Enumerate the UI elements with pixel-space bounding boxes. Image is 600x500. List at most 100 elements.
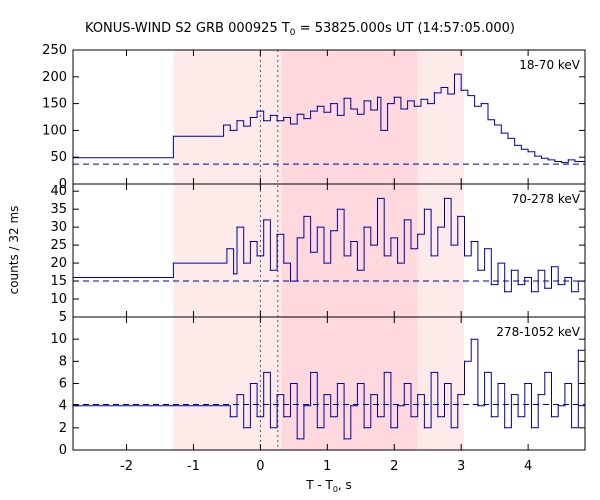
data-point-2-43 (504, 427, 506, 429)
data-point-1-38 (463, 255, 466, 257)
data-point-2-36 (457, 393, 459, 396)
data-point-2-16 (323, 393, 325, 396)
chart-title-sub: 0 (290, 28, 296, 38)
data-point-0-25 (376, 96, 379, 98)
data-point-2-25 (383, 371, 385, 374)
data-point-2-28 (403, 382, 405, 385)
data-point-2-13 (303, 405, 305, 407)
y-tick-label-0-2: 100 (42, 123, 67, 138)
data-point-1-20 (343, 255, 345, 257)
data-point-0-34 (433, 92, 436, 94)
data-point-1-29 (403, 219, 405, 221)
y-tick-label-2-1: 2 (59, 421, 67, 436)
y-tick-label-2-3: 6 (59, 377, 67, 392)
data-point-0-19 (336, 114, 338, 116)
y-tick-label-1-4: 25 (50, 238, 67, 253)
data-point-0-49 (534, 155, 536, 157)
data-point-0-20 (343, 97, 345, 99)
y-tick-label-2-0: 0 (59, 443, 67, 458)
data-point-1-44 (504, 291, 506, 293)
y-tick-label-2-5: 10 (50, 332, 67, 347)
data-point-2-54 (577, 349, 579, 351)
data-point-1-47 (524, 276, 526, 279)
y-tick-label-0-1: 50 (50, 150, 67, 165)
data-point-1-8 (263, 219, 265, 221)
data-point-0-22 (356, 113, 359, 115)
data-point-0-55 (574, 160, 576, 163)
data-point-1-9 (269, 269, 272, 271)
data-point-1-45 (510, 269, 512, 271)
panel-label-0: 18-70 keV (519, 58, 581, 72)
data-point-1-43 (497, 262, 499, 264)
data-point-0-50 (540, 157, 543, 159)
data-point-2-1 (172, 405, 174, 407)
data-point-2-24 (376, 416, 379, 418)
data-point-1-49 (537, 269, 539, 271)
data-point-0-1 (172, 135, 174, 137)
data-point-0-40 (473, 105, 476, 107)
data-point-2-46 (524, 382, 526, 385)
y-tick-label-0-0: 0 (59, 177, 67, 192)
data-point-2-14 (309, 371, 312, 374)
data-point-0-39 (467, 94, 469, 97)
data-point-2-44 (510, 393, 512, 396)
data-point-1-7 (256, 255, 258, 257)
y-tick-label-1-0: 5 (59, 310, 67, 325)
y-tick-label-0-5: 250 (42, 43, 67, 58)
data-point-0-33 (427, 103, 429, 105)
y-tick-label-1-5: 30 (50, 220, 67, 235)
data-point-2-53 (571, 427, 573, 429)
panel-label-2: 278-1052 keV (496, 325, 580, 339)
data-point-0-51 (547, 159, 549, 161)
data-point-0-5 (243, 125, 245, 127)
data-point-2-15 (316, 427, 318, 429)
chart-title-main: KONUS-WIND S2 GRB 000925 T (85, 21, 290, 36)
data-point-0-13 (296, 113, 298, 115)
data-point-1-42 (490, 284, 492, 286)
data-point-0-4 (236, 120, 238, 122)
y-tick-label-1-1: 10 (50, 292, 67, 307)
x-tick-label-6: 4 (524, 459, 532, 474)
data-point-2-6 (256, 416, 258, 418)
data-point-1-14 (303, 215, 305, 217)
data-point-0-11 (283, 116, 285, 119)
data-point-1-55 (577, 280, 579, 282)
data-point-1-31 (417, 233, 419, 235)
y-tick-label-1-3: 20 (50, 256, 67, 271)
data-point-2-20 (350, 405, 352, 407)
data-point-0-7 (256, 110, 258, 112)
x-tick-label-4: 2 (390, 459, 398, 474)
data-point-0-36 (447, 93, 449, 95)
data-point-0-18 (330, 103, 332, 105)
data-point-1-37 (457, 215, 459, 217)
data-point-1-5 (243, 262, 245, 264)
data-point-2-11 (289, 382, 292, 385)
data-point-0-44 (500, 132, 502, 134)
x-tick-label-1: -1 (187, 459, 200, 474)
data-point-1-1 (172, 262, 174, 264)
data-point-0-21 (350, 108, 352, 110)
data-point-0-16 (316, 105, 318, 107)
data-point-0-35 (440, 86, 442, 89)
data-point-1-46 (517, 284, 519, 286)
data-point-2-47 (530, 427, 533, 429)
y-axis-label: counts / 32 ms (7, 206, 21, 295)
data-point-0-26 (380, 129, 382, 131)
data-point-1-52 (557, 284, 559, 286)
x-tick-label-2: 0 (256, 459, 264, 474)
data-point-1-40 (477, 269, 479, 271)
data-point-0-45 (507, 137, 509, 140)
data-point-1-4 (236, 226, 238, 228)
x-axis-label-rest: , s (338, 478, 352, 492)
data-point-1-32 (423, 208, 425, 210)
data-point-0-3 (229, 129, 231, 131)
data-point-2-27 (397, 405, 399, 407)
x-tick-label-5: 3 (457, 459, 465, 474)
y-tick-label-1-2: 15 (50, 274, 67, 289)
data-point-1-41 (484, 248, 486, 250)
data-point-2-41 (490, 416, 492, 418)
shaded-regions (173, 50, 464, 450)
data-point-0-41 (480, 103, 482, 105)
data-point-0-46 (514, 144, 516, 147)
data-point-1-33 (430, 255, 432, 257)
